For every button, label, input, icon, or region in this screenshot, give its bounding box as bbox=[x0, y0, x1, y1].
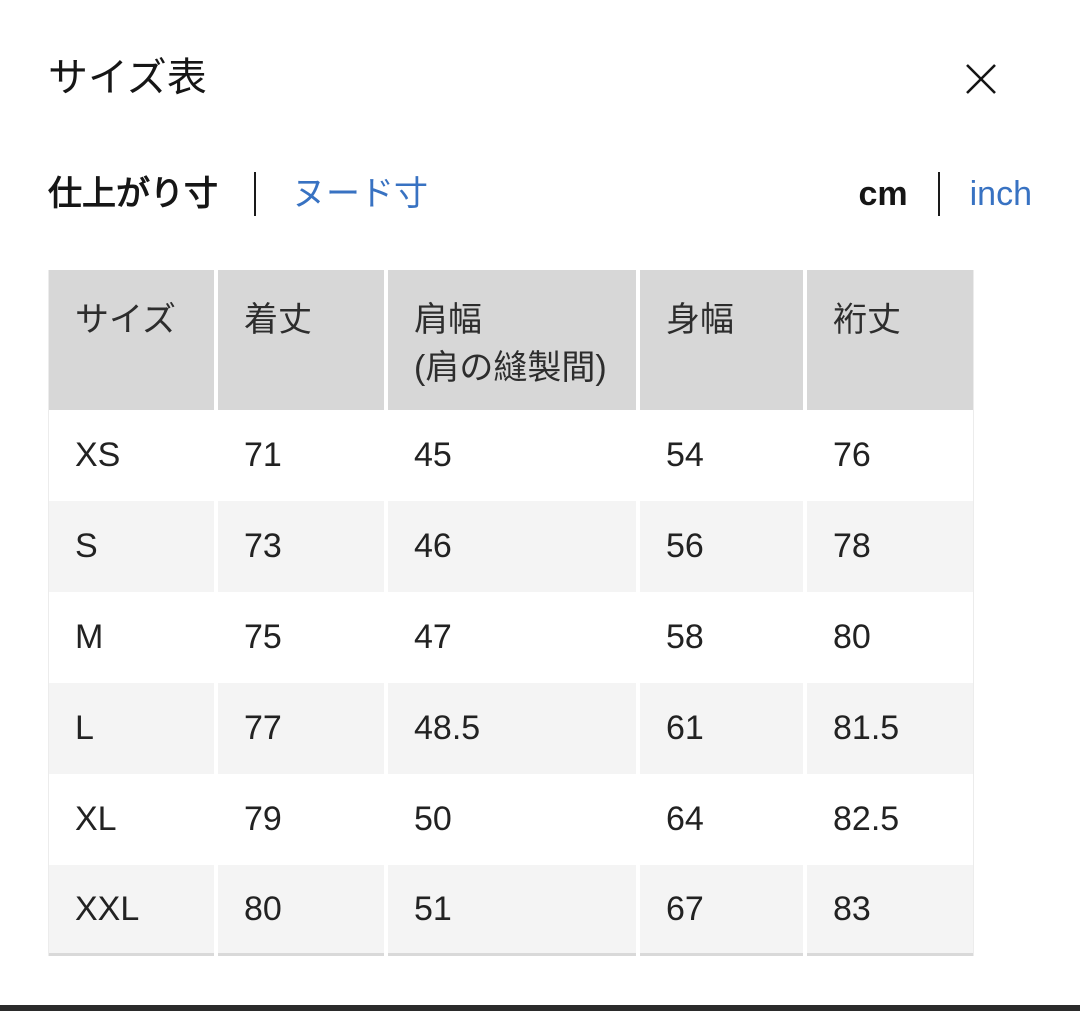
table-cell: 64 bbox=[640, 774, 803, 865]
table-cell: XL bbox=[49, 774, 214, 865]
table-cell: 83 bbox=[807, 865, 973, 956]
table-cell: 48.5 bbox=[388, 683, 636, 774]
table-cell: XS bbox=[49, 410, 214, 501]
table-cell: 79 bbox=[218, 774, 384, 865]
table-cell: M bbox=[49, 592, 214, 683]
table-cell: 80 bbox=[807, 592, 973, 683]
column-header-shoulder-width: 肩幅 (肩の縫製間) bbox=[388, 270, 636, 410]
table-cell: XXL bbox=[49, 865, 214, 956]
modal-header: サイズ表 bbox=[48, 54, 1032, 102]
table-cell: 71 bbox=[218, 410, 384, 501]
tab-finished-size[interactable]: 仕上がり寸 bbox=[48, 175, 218, 213]
table-cell: 76 bbox=[807, 410, 973, 501]
table-cell: S bbox=[49, 501, 214, 592]
table-cell: 58 bbox=[640, 592, 803, 683]
unit-toggle: cm inch bbox=[858, 172, 1032, 216]
divider bbox=[254, 172, 256, 216]
column-header-size: サイズ bbox=[49, 270, 214, 410]
table-cell: 56 bbox=[640, 501, 803, 592]
options-row: 仕上がり寸 ヌード寸 cm inch bbox=[48, 172, 1032, 216]
column-header-sleeve-length: 裄丈 bbox=[807, 270, 973, 410]
column-header-note: (肩の縫製間) bbox=[414, 349, 607, 387]
table-cell: 80 bbox=[218, 865, 384, 956]
table-cell: 73 bbox=[218, 501, 384, 592]
tab-cm[interactable]: cm bbox=[858, 175, 908, 213]
close-icon bbox=[966, 64, 996, 94]
column-header-main: 肩幅 bbox=[414, 301, 482, 339]
table-cell: 46 bbox=[388, 501, 636, 592]
table-cell: 47 bbox=[388, 592, 636, 683]
table-cell: 78 bbox=[807, 501, 973, 592]
measurement-type-toggle: 仕上がり寸 ヌード寸 bbox=[48, 172, 428, 216]
table-cell: 77 bbox=[218, 683, 384, 774]
close-button[interactable] bbox=[960, 58, 1002, 100]
table-cell: 61 bbox=[640, 683, 803, 774]
table-cell: 75 bbox=[218, 592, 384, 683]
table-cell: 67 bbox=[640, 865, 803, 956]
tab-nude-size[interactable]: ヌード寸 bbox=[292, 175, 428, 213]
size-table: サイズ 着丈 肩幅 (肩の縫製間) 身幅 裄丈 XS 71 45 54 76 S … bbox=[48, 270, 974, 956]
table-cell: 45 bbox=[388, 410, 636, 501]
page-title: サイズ表 bbox=[48, 56, 207, 100]
bottom-bar bbox=[0, 1005, 1080, 1011]
table-cell: 51 bbox=[388, 865, 636, 956]
tab-inch[interactable]: inch bbox=[969, 175, 1032, 213]
size-chart-modal: サイズ表 仕上がり寸 ヌード寸 cm inch サイズ 着丈 肩幅 (肩の縫製間)… bbox=[48, 54, 1032, 956]
table-cell: 82.5 bbox=[807, 774, 973, 865]
divider bbox=[937, 172, 940, 216]
table-cell: L bbox=[49, 683, 214, 774]
column-header-chest-width: 身幅 bbox=[640, 270, 803, 410]
column-header-body-length: 着丈 bbox=[218, 270, 384, 410]
table-cell: 81.5 bbox=[807, 683, 973, 774]
table-cell: 54 bbox=[640, 410, 803, 501]
table-cell: 50 bbox=[388, 774, 636, 865]
